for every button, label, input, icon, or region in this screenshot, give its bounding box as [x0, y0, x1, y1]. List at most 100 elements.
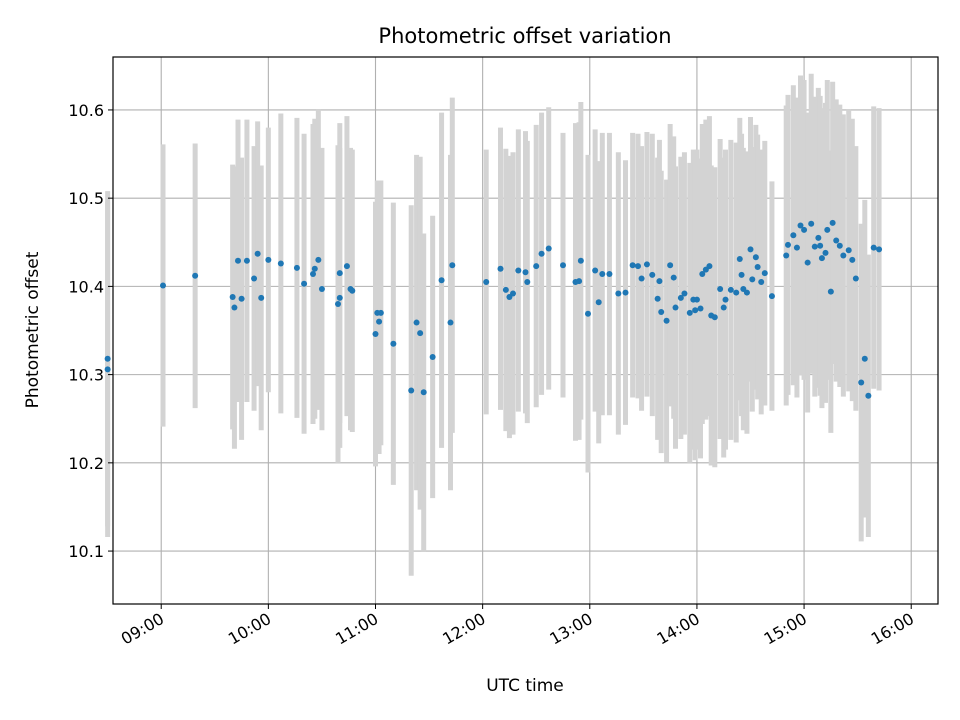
data-point	[311, 265, 318, 272]
data-point	[277, 260, 284, 267]
data-point	[849, 256, 856, 263]
data-point	[670, 274, 677, 281]
data-point	[822, 249, 829, 256]
data-point	[510, 290, 516, 297]
data-point	[833, 237, 840, 244]
y-tick-label: 10.3	[68, 366, 104, 385]
data-point	[733, 289, 740, 296]
x-tick-label: 12:00	[439, 609, 488, 649]
data-point	[238, 295, 245, 302]
data-point	[595, 299, 602, 306]
data-point	[258, 294, 265, 301]
data-point	[717, 286, 724, 293]
error-bars	[105, 73, 882, 576]
data-point	[335, 301, 341, 308]
data-point	[265, 256, 272, 263]
data-point	[254, 250, 261, 257]
data-point	[235, 257, 241, 264]
data-point	[663, 317, 670, 324]
y-tick-label: 10.1	[68, 542, 104, 561]
data-point	[693, 296, 700, 303]
data-point	[747, 246, 754, 253]
data-point	[449, 262, 456, 269]
data-point	[672, 304, 679, 311]
x-tick-label: 09:00	[118, 609, 167, 649]
data-point	[417, 330, 424, 337]
data-point	[720, 304, 727, 311]
data-point	[538, 250, 545, 257]
data-point	[818, 255, 825, 262]
data-point	[533, 263, 540, 270]
x-tick-label: 10:00	[225, 609, 274, 649]
data-point	[192, 272, 199, 279]
data-point	[699, 271, 706, 278]
data-point	[743, 289, 750, 296]
data-point	[686, 309, 693, 316]
data-point	[576, 278, 583, 285]
data-point	[817, 242, 824, 249]
data-point	[251, 275, 258, 282]
plot-frame	[112, 56, 939, 605]
data-point	[697, 305, 704, 312]
data-point	[749, 276, 756, 283]
data-point	[229, 293, 236, 300]
chart-title: Photometric offset variation	[378, 24, 671, 48]
data-point	[104, 355, 111, 362]
data-point	[310, 271, 316, 278]
data-point	[783, 252, 790, 259]
data-point	[815, 234, 822, 241]
data-point	[293, 264, 300, 271]
data-point	[829, 219, 836, 226]
data-point	[638, 275, 645, 282]
data-point	[160, 282, 166, 289]
data-point	[643, 261, 650, 268]
data-point	[315, 256, 322, 263]
data-point	[736, 256, 743, 263]
data-point	[104, 366, 111, 373]
data-point	[301, 280, 308, 287]
x-axis-title: UTC time	[486, 676, 564, 696]
data-point	[318, 286, 325, 293]
data-point	[801, 226, 808, 233]
data-point	[824, 226, 831, 233]
data-point	[711, 314, 718, 321]
data-point	[797, 222, 804, 229]
data-point	[861, 355, 868, 362]
data-point	[497, 265, 504, 272]
data-point	[522, 269, 529, 276]
data-point	[727, 286, 734, 293]
data-point	[738, 271, 745, 278]
data-point	[852, 275, 859, 282]
data-point	[447, 319, 454, 326]
data-point	[585, 310, 591, 317]
data-point	[654, 295, 661, 302]
x-tick-label: 14:00	[653, 609, 702, 649]
data-point	[836, 242, 843, 249]
data-point	[524, 278, 531, 285]
data-point	[592, 267, 599, 274]
data-point	[681, 290, 688, 297]
data-point	[343, 263, 350, 270]
data-point	[243, 257, 250, 264]
data-point	[758, 278, 765, 285]
data-point	[840, 252, 847, 259]
data-point	[754, 263, 761, 270]
data-point	[870, 244, 877, 251]
data-point	[667, 262, 674, 269]
data-point	[606, 271, 613, 278]
data-point	[808, 220, 815, 227]
data-point	[876, 246, 883, 253]
data-point	[429, 353, 436, 360]
data-point	[390, 340, 397, 347]
y-tick-label: 10.2	[68, 454, 104, 473]
data-point	[376, 318, 383, 325]
data-point	[438, 277, 445, 284]
data-point	[545, 245, 552, 252]
data-point	[865, 392, 872, 399]
data-point	[793, 244, 800, 251]
data-point	[372, 331, 379, 338]
data-point	[785, 241, 791, 248]
data-point	[656, 278, 663, 285]
x-tick-label: 15:00	[761, 609, 810, 649]
